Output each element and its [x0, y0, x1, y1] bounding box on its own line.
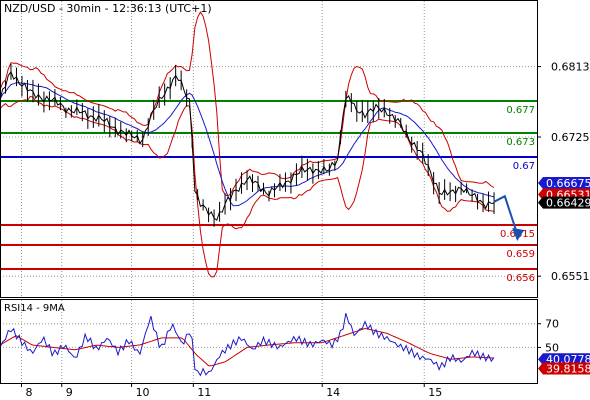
- x-tick-label: 9: [66, 386, 73, 399]
- rsi-value-tag-box: [538, 353, 590, 366]
- rsi-ma-line: [0, 327, 495, 367]
- price-y-axis: 0.6813 0.6725 0.6551: [537, 61, 590, 283]
- rsi-y-tick-label: 50: [545, 341, 559, 354]
- price-series-line: [0, 70, 495, 221]
- price-tag-box: [538, 196, 590, 209]
- rsi-y-axis: 70 50: [537, 318, 559, 354]
- price-y-tick-label: 0.6551: [551, 270, 590, 283]
- rsi-panel-frame: [0, 299, 538, 384]
- price-panel-frame: [0, 0, 538, 298]
- rsi-value-tag-box: [538, 362, 590, 375]
- level-label: 0.659: [506, 249, 535, 260]
- x-tick-label: 14: [326, 386, 340, 399]
- price-tag-box: [538, 177, 590, 189]
- rsi-grid: [0, 300, 537, 383]
- level-label: 0.673: [506, 137, 535, 148]
- forecast-arrow-line: [493, 194, 520, 238]
- time-x-axis: 8 9 10 11 14 15: [20, 383, 442, 399]
- rsi-title: RSI14 - 9MA: [4, 303, 65, 314]
- rsi-y-tick-label: 70: [545, 318, 559, 331]
- rsi-value-tag-label: 39.8158: [546, 363, 590, 376]
- price-y-tick-label: 0.6725: [551, 131, 590, 144]
- price-y-tick-label: 0.6813: [551, 61, 590, 74]
- x-tick-label: 10: [136, 386, 150, 399]
- rsi-line: [0, 313, 495, 377]
- x-tick-label: 15: [428, 386, 442, 399]
- level-label: 0.656: [506, 273, 535, 284]
- x-tick-label: 8: [25, 386, 32, 399]
- x-tick-label: 11: [197, 386, 211, 399]
- price-tag-label: 0.66429: [546, 197, 590, 210]
- level-label: 0.67: [513, 161, 535, 172]
- price-tag-label: 0.66675: [546, 177, 590, 190]
- level-label: 0.677: [506, 105, 535, 116]
- forecast-arrow-head: [512, 228, 525, 241]
- price-chart-title: NZD/USD - 30min - 12:36:13 (UTC+1): [4, 2, 212, 15]
